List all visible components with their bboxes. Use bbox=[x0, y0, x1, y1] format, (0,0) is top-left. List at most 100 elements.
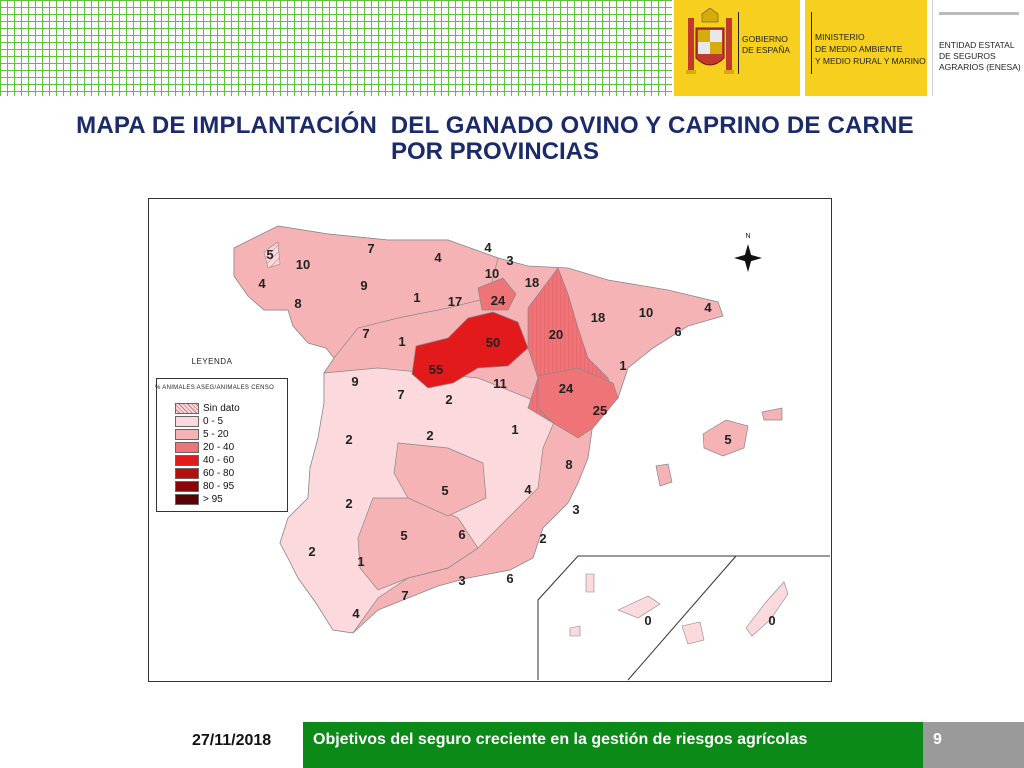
province-value: 4 bbox=[524, 482, 532, 497]
province-value: 18 bbox=[591, 310, 605, 325]
footer-caption: Objetivos del seguro creciente en la ges… bbox=[313, 731, 808, 748]
island-la-palma bbox=[585, 573, 595, 593]
legend-label: 80 - 95 bbox=[203, 481, 235, 493]
province-value: 1 bbox=[398, 334, 405, 349]
province-value: 3 bbox=[506, 253, 513, 268]
region-castilla-mancha-mid bbox=[393, 442, 487, 517]
island-lanzarote-fuerteventura bbox=[745, 581, 789, 637]
province-value: 6 bbox=[458, 527, 465, 542]
slide-title-line-1: MAPA DE IMPLANTACIÓN DEL GANADO OVINO Y … bbox=[76, 112, 914, 139]
enesa-line-3: AGRARIOS (ENESA) bbox=[939, 62, 1021, 72]
province-value: 10 bbox=[485, 266, 499, 281]
province-value: 17 bbox=[448, 294, 462, 309]
region-burgos-20-40 bbox=[477, 277, 517, 311]
province-value: 11 bbox=[493, 376, 507, 391]
legend-label: 60 - 80 bbox=[203, 468, 235, 480]
north-arrow-icon: N bbox=[734, 233, 762, 272]
legend-swatch bbox=[175, 468, 199, 479]
slide-title-line-2: POR PROVINCIAS bbox=[390, 138, 600, 165]
province-value: 7 bbox=[362, 326, 369, 341]
province-value: 2 bbox=[345, 496, 352, 511]
island-gomera bbox=[569, 625, 581, 637]
legend-swatch bbox=[175, 481, 199, 492]
province-value: 5 bbox=[266, 247, 273, 262]
province-value: 1 bbox=[413, 290, 420, 305]
enesa-line-1: ENTIDAD ESTATAL bbox=[939, 40, 1015, 50]
legend-swatch bbox=[175, 403, 199, 414]
province-value: 10 bbox=[296, 257, 310, 272]
gov-divider bbox=[738, 12, 739, 74]
province-value: 2 bbox=[539, 531, 546, 546]
legend-label: 20 - 40 bbox=[203, 442, 235, 454]
province-value: 7 bbox=[397, 387, 404, 402]
province-value: 0 bbox=[768, 613, 775, 628]
legend-swatch bbox=[175, 416, 199, 427]
province-value: 4 bbox=[258, 276, 266, 291]
legend-label: 5 - 20 bbox=[203, 429, 229, 441]
region-sin-dato bbox=[263, 241, 281, 269]
province-value: 2 bbox=[345, 432, 352, 447]
legend-swatch bbox=[175, 442, 199, 453]
province-value: 7 bbox=[401, 588, 408, 603]
province-value: 20 bbox=[549, 327, 563, 342]
legend-swatch bbox=[175, 455, 199, 466]
province-value: 1 bbox=[511, 422, 518, 437]
legend-subtitle: % ANIMALES ASEG/ANIMALES CENSO bbox=[155, 385, 275, 391]
footer-date: 27/11/2018 bbox=[192, 732, 272, 749]
island-gran-canaria bbox=[681, 621, 705, 645]
province-value: 2 bbox=[308, 544, 315, 559]
region-north-light bbox=[233, 225, 499, 359]
legend-item: 60 - 80 bbox=[175, 468, 234, 480]
province-value: 9 bbox=[360, 278, 367, 293]
ministry-divider bbox=[811, 12, 812, 74]
province-value: 1 bbox=[357, 554, 364, 569]
province-value: 2 bbox=[426, 428, 433, 443]
province-value-labels: 5 7 10 4 9 8 7 1 1 4 4 3 10 18 17 24 18 … bbox=[258, 240, 775, 628]
province-value: 24 bbox=[559, 381, 574, 396]
enesa-line-2: DE SEGUROS bbox=[939, 51, 996, 61]
province-value: 5 bbox=[724, 432, 731, 447]
legend-item: 80 - 95 bbox=[175, 481, 234, 493]
legend-item: > 95 bbox=[175, 494, 223, 506]
canary-inset-divider bbox=[627, 555, 737, 681]
island-mallorca bbox=[702, 419, 749, 457]
province-value: 3 bbox=[458, 573, 465, 588]
province-value: 2 bbox=[445, 392, 452, 407]
legend-label: > 95 bbox=[203, 494, 223, 506]
province-value: 10 bbox=[639, 305, 653, 320]
province-value: 8 bbox=[565, 457, 572, 472]
province-value: 4 bbox=[434, 250, 442, 265]
legend-swatch bbox=[175, 494, 199, 505]
province-value: 25 bbox=[593, 403, 607, 418]
province-value: 3 bbox=[572, 502, 579, 517]
enesa-logo-block: ENTIDAD ESTATAL DE SEGUROS AGRARIOS (ENE… bbox=[932, 0, 1024, 96]
legend-swatch bbox=[175, 429, 199, 440]
ministry-line-1: MINISTERIO bbox=[815, 32, 865, 42]
province-value: 18 bbox=[525, 275, 539, 290]
gov-label-1: GOBIERNO bbox=[742, 34, 788, 44]
province-value: 55 bbox=[429, 362, 443, 377]
enesa-rule bbox=[939, 12, 1019, 15]
footer-page-box: 9 bbox=[923, 722, 1024, 768]
ministry-logo-block: MINISTERIO DE MEDIO AMBIENTE Y MEDIO RUR… bbox=[805, 0, 927, 96]
gov-label-2: DE ESPAÑA bbox=[742, 45, 791, 55]
province-value: 24 bbox=[491, 293, 506, 308]
island-tenerife bbox=[617, 595, 661, 619]
province-value: 5 bbox=[400, 528, 407, 543]
legend-item: 5 - 20 bbox=[175, 429, 229, 441]
legend-item: 40 - 60 bbox=[175, 455, 234, 467]
gobierno-logo-block: GOBIERNO DE ESPAÑA bbox=[674, 0, 800, 96]
region-teruel-castellon-20-40 bbox=[537, 367, 619, 439]
legend-item: 0 - 5 bbox=[175, 416, 223, 428]
province-value: 5 bbox=[441, 483, 448, 498]
island-ibiza bbox=[655, 463, 673, 487]
legend-item: 20 - 40 bbox=[175, 442, 234, 454]
spain-province-map: N 5 7 10 4 9 8 7 1 1 4 4 3 10 18 17 24 1… bbox=[233, 225, 830, 681]
page-number: 9 bbox=[933, 731, 942, 748]
legend-label: 0 - 5 bbox=[203, 416, 224, 428]
region-40-60 bbox=[411, 311, 529, 389]
province-value: 1 bbox=[619, 358, 626, 373]
province-value: 4 bbox=[484, 240, 492, 255]
north-label: N bbox=[745, 233, 750, 240]
legend-label: Sin dato bbox=[203, 403, 240, 415]
